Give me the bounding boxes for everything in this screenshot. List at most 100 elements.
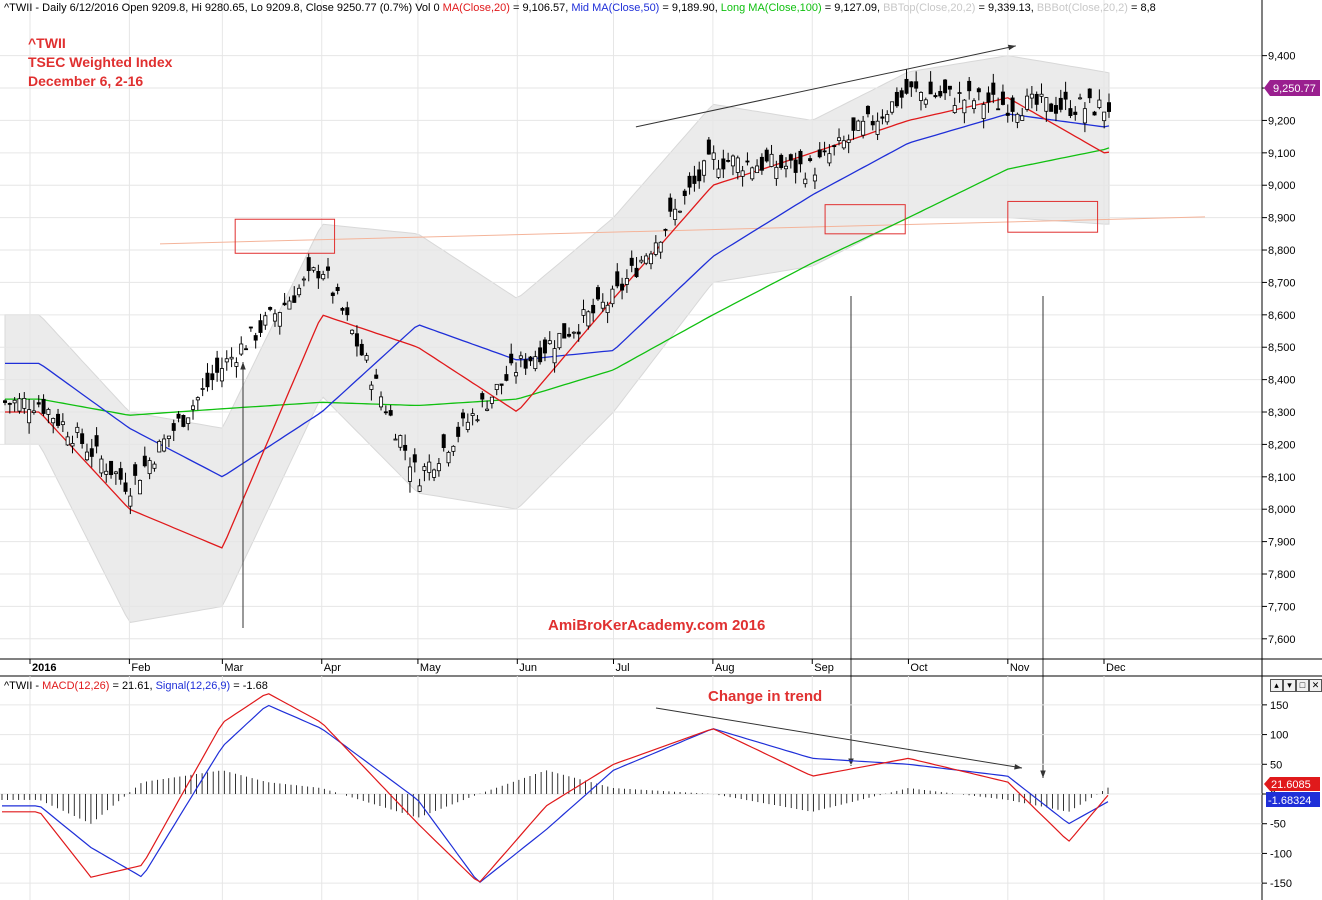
candle	[475, 414, 480, 423]
candle	[726, 152, 731, 163]
macd-badge: 21.6085	[1264, 777, 1320, 791]
candle	[94, 427, 99, 454]
date-tick-label: 2016	[32, 662, 56, 674]
candle	[837, 128, 842, 146]
annotation-arrows	[240, 44, 1046, 778]
candle	[1029, 86, 1034, 109]
candle	[109, 460, 114, 479]
candle	[113, 470, 118, 485]
candle	[909, 81, 914, 97]
candle	[171, 419, 176, 442]
macd-axis: -150-100-50050100150	[1262, 700, 1292, 890]
candle	[533, 350, 538, 372]
candle	[142, 446, 147, 468]
candle	[311, 266, 316, 273]
signal-line	[2, 704, 1109, 883]
candle	[388, 404, 393, 417]
candle	[793, 152, 798, 184]
candle	[576, 324, 581, 342]
candle	[976, 87, 981, 101]
candle	[181, 414, 186, 428]
candle	[1107, 93, 1112, 118]
candle	[967, 76, 972, 100]
candle	[957, 81, 962, 103]
price-tick-label: 9,100	[1268, 148, 1296, 160]
date-tick-label: Dec	[1106, 662, 1126, 674]
candle	[856, 119, 861, 131]
candle	[229, 347, 234, 368]
candle	[374, 368, 379, 379]
macd-panel[interactable]: -150-100-50050100150	[0, 676, 1292, 900]
candle	[1087, 88, 1092, 104]
date-tick-label: Feb	[131, 662, 150, 674]
candle	[822, 141, 827, 156]
candle	[297, 284, 302, 298]
candle	[740, 165, 745, 187]
candle	[292, 286, 297, 303]
macd-tick-label: -150	[1270, 878, 1292, 890]
annotation-box	[234, 218, 336, 254]
candle	[894, 87, 899, 108]
candle	[248, 326, 253, 332]
candle	[1063, 81, 1068, 111]
candle	[350, 329, 355, 336]
bbbot-value: = 8,8	[1128, 2, 1156, 14]
candle	[152, 461, 157, 472]
price-header: ^TWII - Daily 6/12/2016 Open 9209.8, Hi …	[4, 2, 1156, 14]
candle	[653, 235, 658, 257]
candle	[702, 159, 707, 183]
candle	[851, 117, 856, 140]
panel-maximize-button[interactable]: □	[1296, 679, 1309, 692]
candle	[591, 298, 596, 322]
price-panel[interactable]: 7,600 7,700 7,800 7,900 8,000 8,100 8,200 8,300…	[0, 0, 1296, 778]
candle	[277, 311, 282, 335]
price-tick-label: 9,200	[1268, 115, 1296, 127]
candle	[624, 269, 629, 293]
panel-close-button[interactable]: ✕	[1309, 679, 1322, 692]
candle	[7, 402, 12, 414]
candle	[928, 71, 933, 95]
candle	[542, 337, 547, 362]
candle	[403, 434, 408, 461]
candle	[359, 339, 364, 356]
candle	[393, 433, 398, 441]
candle	[962, 98, 967, 124]
candle	[253, 332, 258, 349]
candle	[205, 363, 210, 392]
candle	[629, 250, 634, 273]
candle	[610, 285, 615, 308]
candle	[84, 443, 89, 462]
annotation-box	[1007, 200, 1099, 233]
candle	[649, 250, 654, 270]
candle	[70, 435, 75, 454]
candle	[697, 161, 702, 189]
candle	[75, 422, 80, 439]
date-axis: 2016 Feb Mar Apr May Jun Jul Aug Sep Oct Nov Dec	[29, 659, 1126, 674]
candle	[12, 397, 17, 412]
annotation-name: TSEC Weighted Index	[28, 54, 173, 70]
candle	[345, 301, 350, 321]
signal-badge: -1.68324	[1266, 792, 1320, 807]
candle	[846, 134, 851, 154]
candle	[239, 336, 244, 356]
macd-histogram	[1, 770, 1109, 824]
bbtop-label: BBTop(Close,20,2)	[883, 2, 975, 14]
candle	[1073, 106, 1078, 121]
price-tick-label: 8,700	[1268, 277, 1296, 289]
candle	[1039, 83, 1044, 103]
candle	[398, 434, 403, 451]
candle	[383, 405, 388, 415]
candle	[162, 434, 167, 453]
candle	[46, 407, 51, 424]
candle	[287, 296, 292, 310]
annotation-ticker: ^TWII	[28, 35, 66, 51]
panel-up-button[interactable]: ▴	[1270, 679, 1283, 692]
candle	[219, 357, 224, 388]
candle	[595, 284, 600, 301]
candle	[880, 109, 885, 125]
candle	[326, 257, 331, 279]
panel-down-button[interactable]: ▾	[1283, 679, 1296, 692]
candle	[600, 293, 605, 313]
candle	[118, 461, 123, 485]
